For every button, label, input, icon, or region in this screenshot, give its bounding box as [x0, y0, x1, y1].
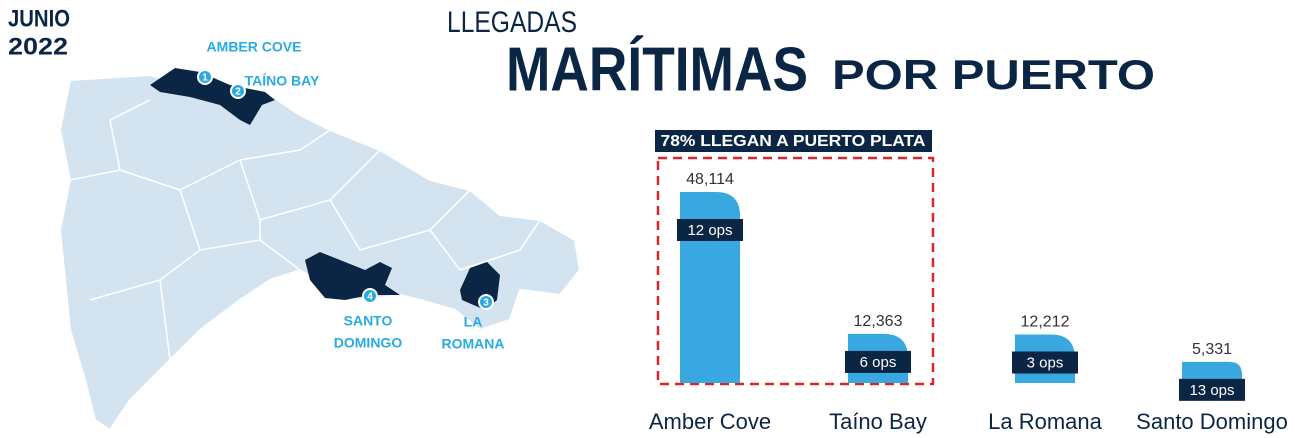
map-label: SANTO	[344, 313, 393, 329]
x-tick-label: La Romana	[988, 409, 1103, 434]
annotation: 78% LLEGAN A PUERTO PLATA	[661, 133, 926, 150]
map-marker	[362, 288, 378, 304]
value-label: 12,363	[854, 313, 903, 330]
annotation-box	[655, 130, 932, 152]
map-label: LA	[464, 314, 483, 330]
x-tick-label: Taíno Bay	[829, 409, 927, 434]
map-label: ROMANA	[442, 336, 505, 352]
map-marker-number: 4	[367, 292, 373, 303]
title-rest: POR PUERTO	[832, 51, 1155, 98]
date-month: JUNIO	[8, 5, 70, 32]
ops-label: 13 ops	[1189, 382, 1234, 399]
ops-label: 6 ops	[860, 354, 897, 371]
value-label: 5,331	[1192, 341, 1232, 358]
map-label: AMBER COVE	[207, 39, 302, 55]
ops-box	[845, 350, 911, 373]
title-small: LLEGADAS	[447, 6, 577, 39]
province-borders	[69, 99, 541, 361]
ops-label: 3 ops	[1027, 354, 1064, 371]
map-label: TAÍNO BAY	[245, 73, 320, 89]
date-year: 2022	[8, 33, 68, 60]
bar	[1182, 361, 1242, 383]
ops-box	[677, 219, 743, 241]
ops-box	[1012, 351, 1078, 374]
region-santo-domingo	[305, 252, 400, 300]
ops-label: 12 ops	[687, 222, 732, 239]
ops-box	[1179, 378, 1245, 401]
title-big: MARÍTIMAS	[506, 35, 808, 104]
map	[58, 68, 582, 432]
map-marker-number: 3	[483, 298, 489, 309]
map-label: DOMINGO	[334, 335, 403, 351]
value-label: 48,114	[686, 171, 734, 188]
map-marker	[478, 294, 494, 310]
map-marker	[230, 83, 246, 99]
value-label: 12,212	[1021, 314, 1070, 331]
map-marker	[197, 69, 213, 85]
map-marker-number: 2	[235, 87, 241, 98]
region-puerto-plata	[150, 68, 275, 125]
highlight-frame	[656, 156, 935, 386]
map-marker-number: 1	[202, 73, 208, 84]
x-tick-label: Amber Cove	[649, 409, 771, 434]
x-tick-label: Santo Domingo	[1136, 409, 1288, 434]
